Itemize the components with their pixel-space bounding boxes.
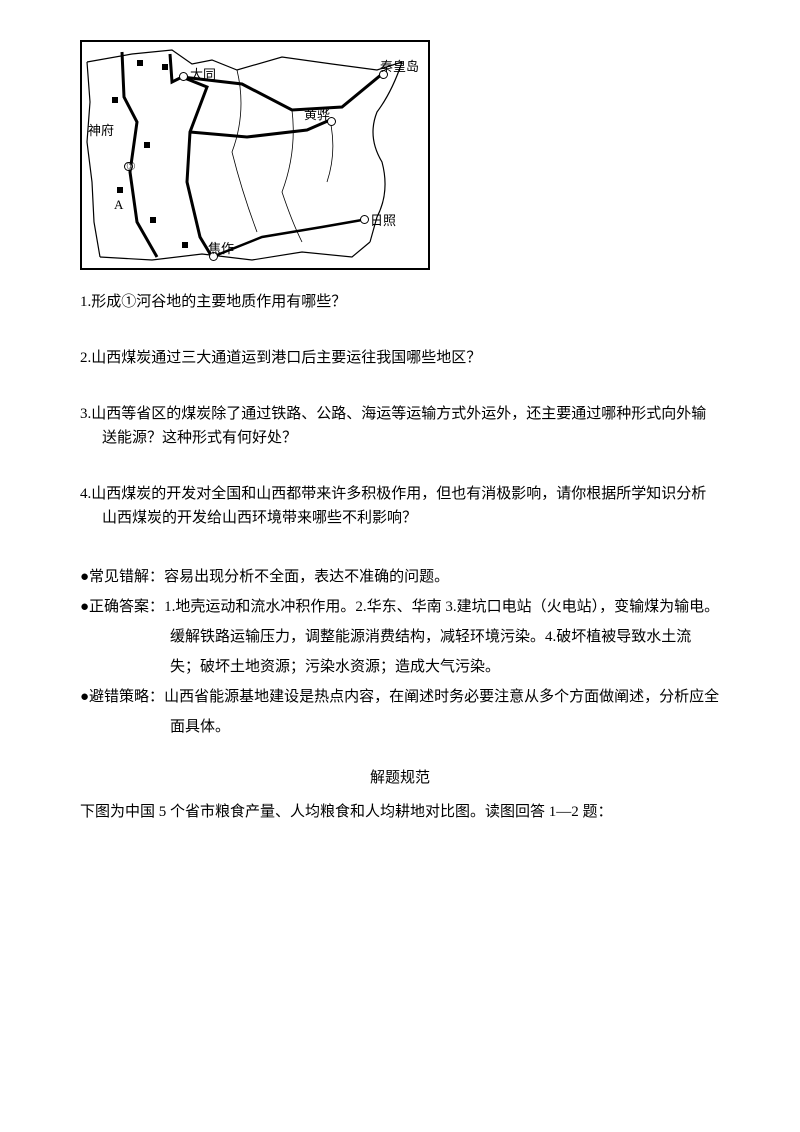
question-1-text: 1.形成①河谷地的主要地质作用有哪些？ bbox=[80, 294, 346, 310]
question-4-text: 4.山西煤炭的开发对全国和山西都带来许多积极作用，但也有消极影响，请你根据所学知… bbox=[80, 486, 706, 526]
section-title: 解题规范 bbox=[80, 766, 720, 787]
map-label-huanghua: 黄骅 bbox=[304, 104, 330, 123]
map-label-jiaozuo: 焦作 bbox=[208, 238, 234, 257]
map-mine-dot bbox=[117, 187, 123, 193]
map-lines-svg bbox=[82, 42, 428, 268]
answer-section: ●常见错解：容易出现分析不全面，表达不准确的问题。 ●正确答案：1.地壳运动和流… bbox=[80, 562, 720, 742]
question-2: 2.山西煤炭通过三大通道运到港口后主要运往我国哪些地区？ bbox=[80, 346, 720, 370]
avoid-text: 山西省能源基地建设是热点内容，在阐述时务必要注意从多个方面做阐述，分析应全面具体… bbox=[164, 689, 719, 735]
question-3-text: 3.山西等省区的煤炭除了通过铁路、公路、海运等运输方式外运外，还主要通过哪种形式… bbox=[80, 406, 706, 446]
avoid-label: ●避错策略： bbox=[80, 689, 164, 705]
common-error-label: ●常见错解： bbox=[80, 569, 164, 585]
correct-answer-label: ●正确答案： bbox=[80, 599, 164, 615]
section-intro-text: 下图为中国 5 个省市粮食产量、人均粮食和人均耕地对比图。读图回答 1—2 题： bbox=[80, 804, 613, 820]
correct-answer-text: 1.地壳运动和流水冲积作用。2.华东、华南 3.建坑口电站（火电站），变输煤为输… bbox=[164, 599, 719, 675]
map-mine-dot bbox=[137, 60, 143, 66]
common-error-line: ●常见错解：容易出现分析不全面，表达不准确的问题。 bbox=[80, 562, 720, 592]
map-label-marker-1: ① bbox=[126, 160, 136, 173]
map-mine-dot bbox=[112, 97, 118, 103]
document-page: 大同 秦皇岛 神府 黄骅 日照 焦作 A ① 1.形成①河谷地的主要地质作用有哪… bbox=[0, 0, 800, 866]
map-port-circle bbox=[360, 215, 369, 224]
map-label-rizhao: 日照 bbox=[370, 210, 396, 229]
map-port-circle bbox=[179, 72, 188, 81]
map-mine-dot bbox=[144, 142, 150, 148]
map-mine-dot bbox=[162, 64, 168, 70]
section-title-text: 解题规范 bbox=[370, 770, 430, 786]
question-2-text: 2.山西煤炭通过三大通道运到港口后主要运往我国哪些地区？ bbox=[80, 350, 481, 366]
question-1: 1.形成①河谷地的主要地质作用有哪些？ bbox=[80, 290, 720, 314]
map-label-qinhuangdao: 秦皇岛 bbox=[380, 56, 419, 75]
question-4: 4.山西煤炭的开发对全国和山西都带来许多积极作用，但也有消极影响，请你根据所学知… bbox=[80, 482, 720, 530]
map-label-shenfu: 神府 bbox=[88, 120, 114, 139]
avoid-strategy-line: ●避错策略：山西省能源基地建设是热点内容，在阐述时务必要注意从多个方面做阐述，分… bbox=[80, 682, 720, 742]
map-figure: 大同 秦皇岛 神府 黄骅 日照 焦作 A ① bbox=[80, 40, 430, 270]
map-border: 大同 秦皇岛 神府 黄骅 日照 焦作 A ① bbox=[80, 40, 430, 270]
map-mine-dot bbox=[182, 242, 188, 248]
map-mine-dot bbox=[150, 217, 156, 223]
correct-answer-line: ●正确答案：1.地壳运动和流水冲积作用。2.华东、华南 3.建坑口电站（火电站）… bbox=[80, 592, 720, 682]
question-3: 3.山西等省区的煤炭除了通过铁路、公路、海运等运输方式外运外，还主要通过哪种形式… bbox=[80, 402, 720, 450]
map-label-datong: 大同 bbox=[190, 64, 216, 83]
common-error-text: 容易出现分析不全面，表达不准确的问题。 bbox=[164, 569, 449, 585]
section-intro: 下图为中国 5 个省市粮食产量、人均粮食和人均耕地对比图。读图回答 1—2 题： bbox=[80, 799, 720, 826]
map-label-marker-a: A bbox=[114, 197, 123, 213]
